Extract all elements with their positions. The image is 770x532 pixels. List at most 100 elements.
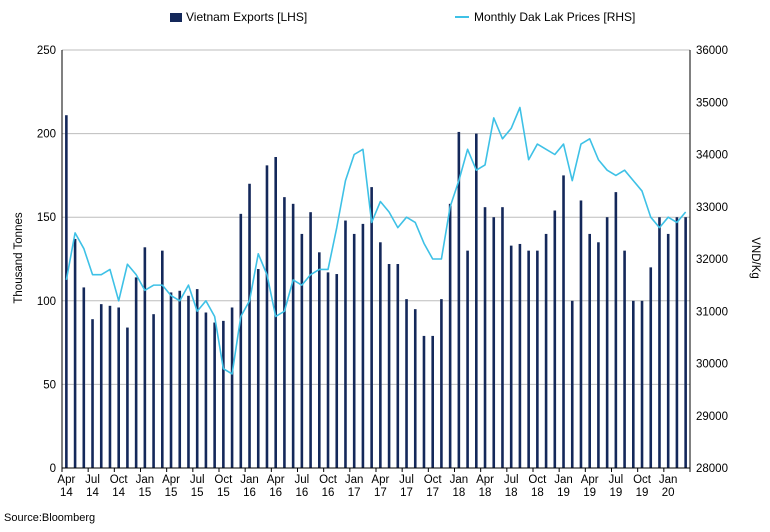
bar-may-14 xyxy=(73,238,77,468)
bar-apr-16 xyxy=(274,157,277,468)
bar-oct-15 xyxy=(222,320,225,468)
bar-apr-14 xyxy=(65,115,68,468)
left-tick-label-3: 150 xyxy=(37,212,56,224)
x-tick-year: 19 xyxy=(636,487,649,499)
bar-jan-15 xyxy=(143,247,147,468)
bar-apr-18 xyxy=(483,207,487,468)
x-tick-month: Oct xyxy=(110,474,129,486)
x-tick-month: Oct xyxy=(319,474,338,486)
bar-sep-16 xyxy=(318,252,321,468)
x-tick-label-8: Apr 16 xyxy=(267,474,285,499)
x-tick-month: Jan xyxy=(554,474,573,486)
x-tick-year: 19 xyxy=(583,487,596,499)
x-tick-year: 15 xyxy=(191,487,204,499)
x-tick-month: Jan xyxy=(240,474,259,486)
bar-feb-16 xyxy=(256,269,260,468)
bar-oct-16 xyxy=(326,272,330,468)
bar-mar-19 xyxy=(579,200,583,469)
x-tick-month: Oct xyxy=(633,474,652,486)
bar-nov-15 xyxy=(230,307,234,468)
x-tick-year: 16 xyxy=(295,487,308,499)
price-series-line xyxy=(65,106,687,375)
right-tick-label-3: 31000 xyxy=(696,306,728,318)
x-tick-month: Jul xyxy=(85,474,100,486)
bar-nov-14 xyxy=(126,327,129,468)
x-tick-label-17: Jul 18 xyxy=(504,474,519,499)
right-tick-label-2: 30000 xyxy=(696,359,728,371)
x-tick-year: 16 xyxy=(322,487,335,499)
x-tick-month: Jul xyxy=(609,474,624,486)
x-tick-year: 14 xyxy=(86,487,99,499)
x-tick-year: 15 xyxy=(138,487,151,499)
bar-jul-15 xyxy=(195,289,199,468)
x-tick-month: Oct xyxy=(214,474,233,486)
left-tick-label-2: 100 xyxy=(37,296,56,308)
right-axis-ticks: 28000 29000 30000 31000 32000 33000 34000 35000… xyxy=(696,45,728,475)
bar-sep-17 xyxy=(422,335,426,468)
x-tick-month: Jan xyxy=(659,474,678,486)
legend-prices: Monthly Dak Lak Prices [RHS] xyxy=(455,10,635,24)
x-tick-month: Oct xyxy=(424,474,443,486)
bar-sep-14 xyxy=(108,305,112,468)
x-tick-year: 17 xyxy=(348,487,361,499)
bar-oct-14 xyxy=(117,307,120,468)
x-tick-year: 18 xyxy=(505,487,518,499)
bar-nov-19 xyxy=(649,267,653,468)
source-note: Source:Bloomberg xyxy=(4,512,96,524)
legend-prices-label: Monthly Dak Lak Prices [RHS] xyxy=(474,10,636,24)
x-tick-month: Jul xyxy=(504,474,519,486)
bar-dec-15 xyxy=(239,213,243,468)
x-tick-month: Jan xyxy=(450,474,469,486)
x-tick-label-13: Jul 17 xyxy=(399,474,414,499)
bar-jan-19 xyxy=(562,175,565,468)
x-tick-label-4: Apr 15 xyxy=(162,474,180,499)
bar-feb-15 xyxy=(152,314,155,468)
bar-sep-19 xyxy=(632,300,635,468)
x-tick-label-18: Oct 18 xyxy=(528,474,547,499)
bar-apr-17 xyxy=(379,242,382,468)
legend-exports: Vietnam Exports [LHS] xyxy=(170,10,307,24)
x-tick-label-1: Jul 14 xyxy=(85,474,100,499)
x-tick-year: 16 xyxy=(243,487,256,499)
right-tick-label-1: 29000 xyxy=(696,411,728,423)
bar-nov-18 xyxy=(544,233,548,468)
right-tick-label-4: 32000 xyxy=(696,254,728,266)
bar-mar-15 xyxy=(161,250,164,468)
bar-jun-19 xyxy=(605,217,609,468)
x-tick-year: 19 xyxy=(557,487,570,499)
bar-jan-17 xyxy=(352,233,356,468)
bar-may-16 xyxy=(283,197,286,469)
x-tick-month: Jul xyxy=(190,474,205,486)
x-tick-month: Jul xyxy=(295,474,310,486)
legend-line-swatch xyxy=(455,16,469,18)
x-tick-month: Jan xyxy=(136,474,155,486)
x-tick-month: Apr xyxy=(162,474,180,486)
bar-nov-17 xyxy=(440,299,443,468)
bar-jun-14 xyxy=(82,287,86,468)
x-tick-month: Jan xyxy=(345,474,364,486)
left-axis-label: Thousand Tonnes xyxy=(13,212,25,303)
x-tick-month: Apr xyxy=(267,474,285,486)
x-tick-year: 17 xyxy=(426,487,439,499)
bar-jul-16 xyxy=(300,233,304,468)
x-tick-label-12: Apr 17 xyxy=(371,474,389,499)
x-tick-label-7: Jan 16 xyxy=(240,474,259,499)
bar-aug-18 xyxy=(518,243,522,468)
price-line xyxy=(65,106,687,375)
x-tick-year: 18 xyxy=(531,487,544,499)
bar-aug-14 xyxy=(99,304,103,468)
x-tick-label-0: Apr 14 xyxy=(57,474,75,499)
x-tick-month: Jul xyxy=(399,474,414,486)
right-tick-label-0: 28000 xyxy=(696,463,728,475)
right-tick-label-6: 34000 xyxy=(696,150,728,162)
bar-jan-20 xyxy=(666,233,670,468)
bar-mar-17 xyxy=(370,187,373,468)
x-tick-year: 17 xyxy=(400,487,413,499)
bar-oct-18 xyxy=(536,250,539,468)
bar-sep-15 xyxy=(213,322,216,468)
x-tick-label-15: Jan 18 xyxy=(450,474,469,499)
bar-jun-16 xyxy=(291,203,295,468)
x-tick-year: 14 xyxy=(112,487,125,499)
bar-apr-15 xyxy=(169,292,173,468)
bar-may-15 xyxy=(178,290,182,468)
